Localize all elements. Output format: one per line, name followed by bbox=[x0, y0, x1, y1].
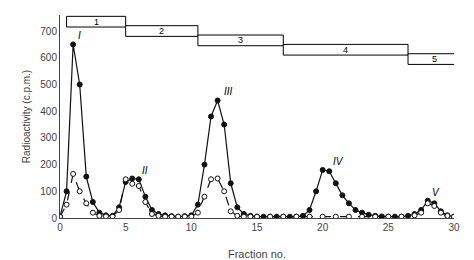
svg-text:5: 5 bbox=[123, 222, 129, 233]
svg-text:Fraction no.: Fraction no. bbox=[228, 248, 286, 260]
svg-text:15: 15 bbox=[251, 222, 263, 233]
svg-text:1: 1 bbox=[94, 17, 99, 27]
svg-text:20: 20 bbox=[317, 222, 329, 233]
svg-text:200: 200 bbox=[40, 159, 57, 170]
svg-text:0: 0 bbox=[51, 213, 57, 224]
svg-text:2: 2 bbox=[159, 26, 164, 36]
svg-text:30: 30 bbox=[448, 222, 460, 233]
svg-text:4: 4 bbox=[343, 45, 348, 55]
svg-text:III: III bbox=[224, 86, 233, 97]
svg-text:V: V bbox=[432, 187, 440, 198]
svg-text:5: 5 bbox=[432, 54, 437, 64]
svg-text:10: 10 bbox=[186, 222, 198, 233]
svg-text:400: 400 bbox=[40, 106, 57, 117]
svg-text:II: II bbox=[142, 165, 148, 176]
svg-text:100: 100 bbox=[40, 186, 57, 197]
svg-text:IV: IV bbox=[333, 156, 344, 167]
svg-text:700: 700 bbox=[40, 26, 57, 37]
svg-text:25: 25 bbox=[383, 222, 395, 233]
svg-text:600: 600 bbox=[40, 52, 57, 63]
svg-text:Radioactivity (c.p.m.): Radioactivity (c.p.m.) bbox=[21, 70, 32, 163]
svg-text:I: I bbox=[78, 30, 81, 41]
svg-text:3: 3 bbox=[238, 35, 243, 45]
svg-text:500: 500 bbox=[40, 79, 57, 90]
svg-text:300: 300 bbox=[40, 132, 57, 143]
svg-text:0: 0 bbox=[57, 222, 63, 233]
